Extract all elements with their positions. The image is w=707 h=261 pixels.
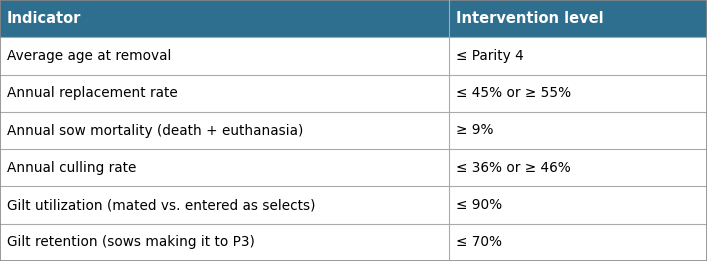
Bar <box>0 37 449 75</box>
Bar <box>0 75 449 112</box>
Text: Annual sow mortality (death + euthanasia): Annual sow mortality (death + euthanasia… <box>7 123 303 138</box>
Text: ≤ 70%: ≤ 70% <box>456 235 502 249</box>
Text: Intervention level: Intervention level <box>456 11 604 26</box>
Text: Gilt utilization (mated vs. entered as selects): Gilt utilization (mated vs. entered as s… <box>7 198 315 212</box>
Bar <box>449 149 707 186</box>
Bar <box>449 0 707 37</box>
Text: ≤ 36% or ≥ 46%: ≤ 36% or ≥ 46% <box>456 161 571 175</box>
Text: Average age at removal: Average age at removal <box>7 49 171 63</box>
Bar <box>0 149 449 186</box>
Text: Indicator: Indicator <box>7 11 81 26</box>
Bar <box>449 37 707 75</box>
Bar <box>0 186 449 224</box>
Bar <box>0 112 449 149</box>
Bar <box>449 186 707 224</box>
Bar <box>449 112 707 149</box>
Bar <box>449 224 707 261</box>
Text: Annual culling rate: Annual culling rate <box>7 161 136 175</box>
Bar <box>0 224 449 261</box>
Text: Gilt retention (sows making it to P3): Gilt retention (sows making it to P3) <box>7 235 255 249</box>
Text: ≤ 90%: ≤ 90% <box>456 198 502 212</box>
Text: Annual replacement rate: Annual replacement rate <box>7 86 178 100</box>
Bar <box>449 75 707 112</box>
Bar <box>0 0 449 37</box>
Text: ≥ 9%: ≥ 9% <box>456 123 493 138</box>
Text: ≤ Parity 4: ≤ Parity 4 <box>456 49 524 63</box>
Text: ≤ 45% or ≥ 55%: ≤ 45% or ≥ 55% <box>456 86 571 100</box>
